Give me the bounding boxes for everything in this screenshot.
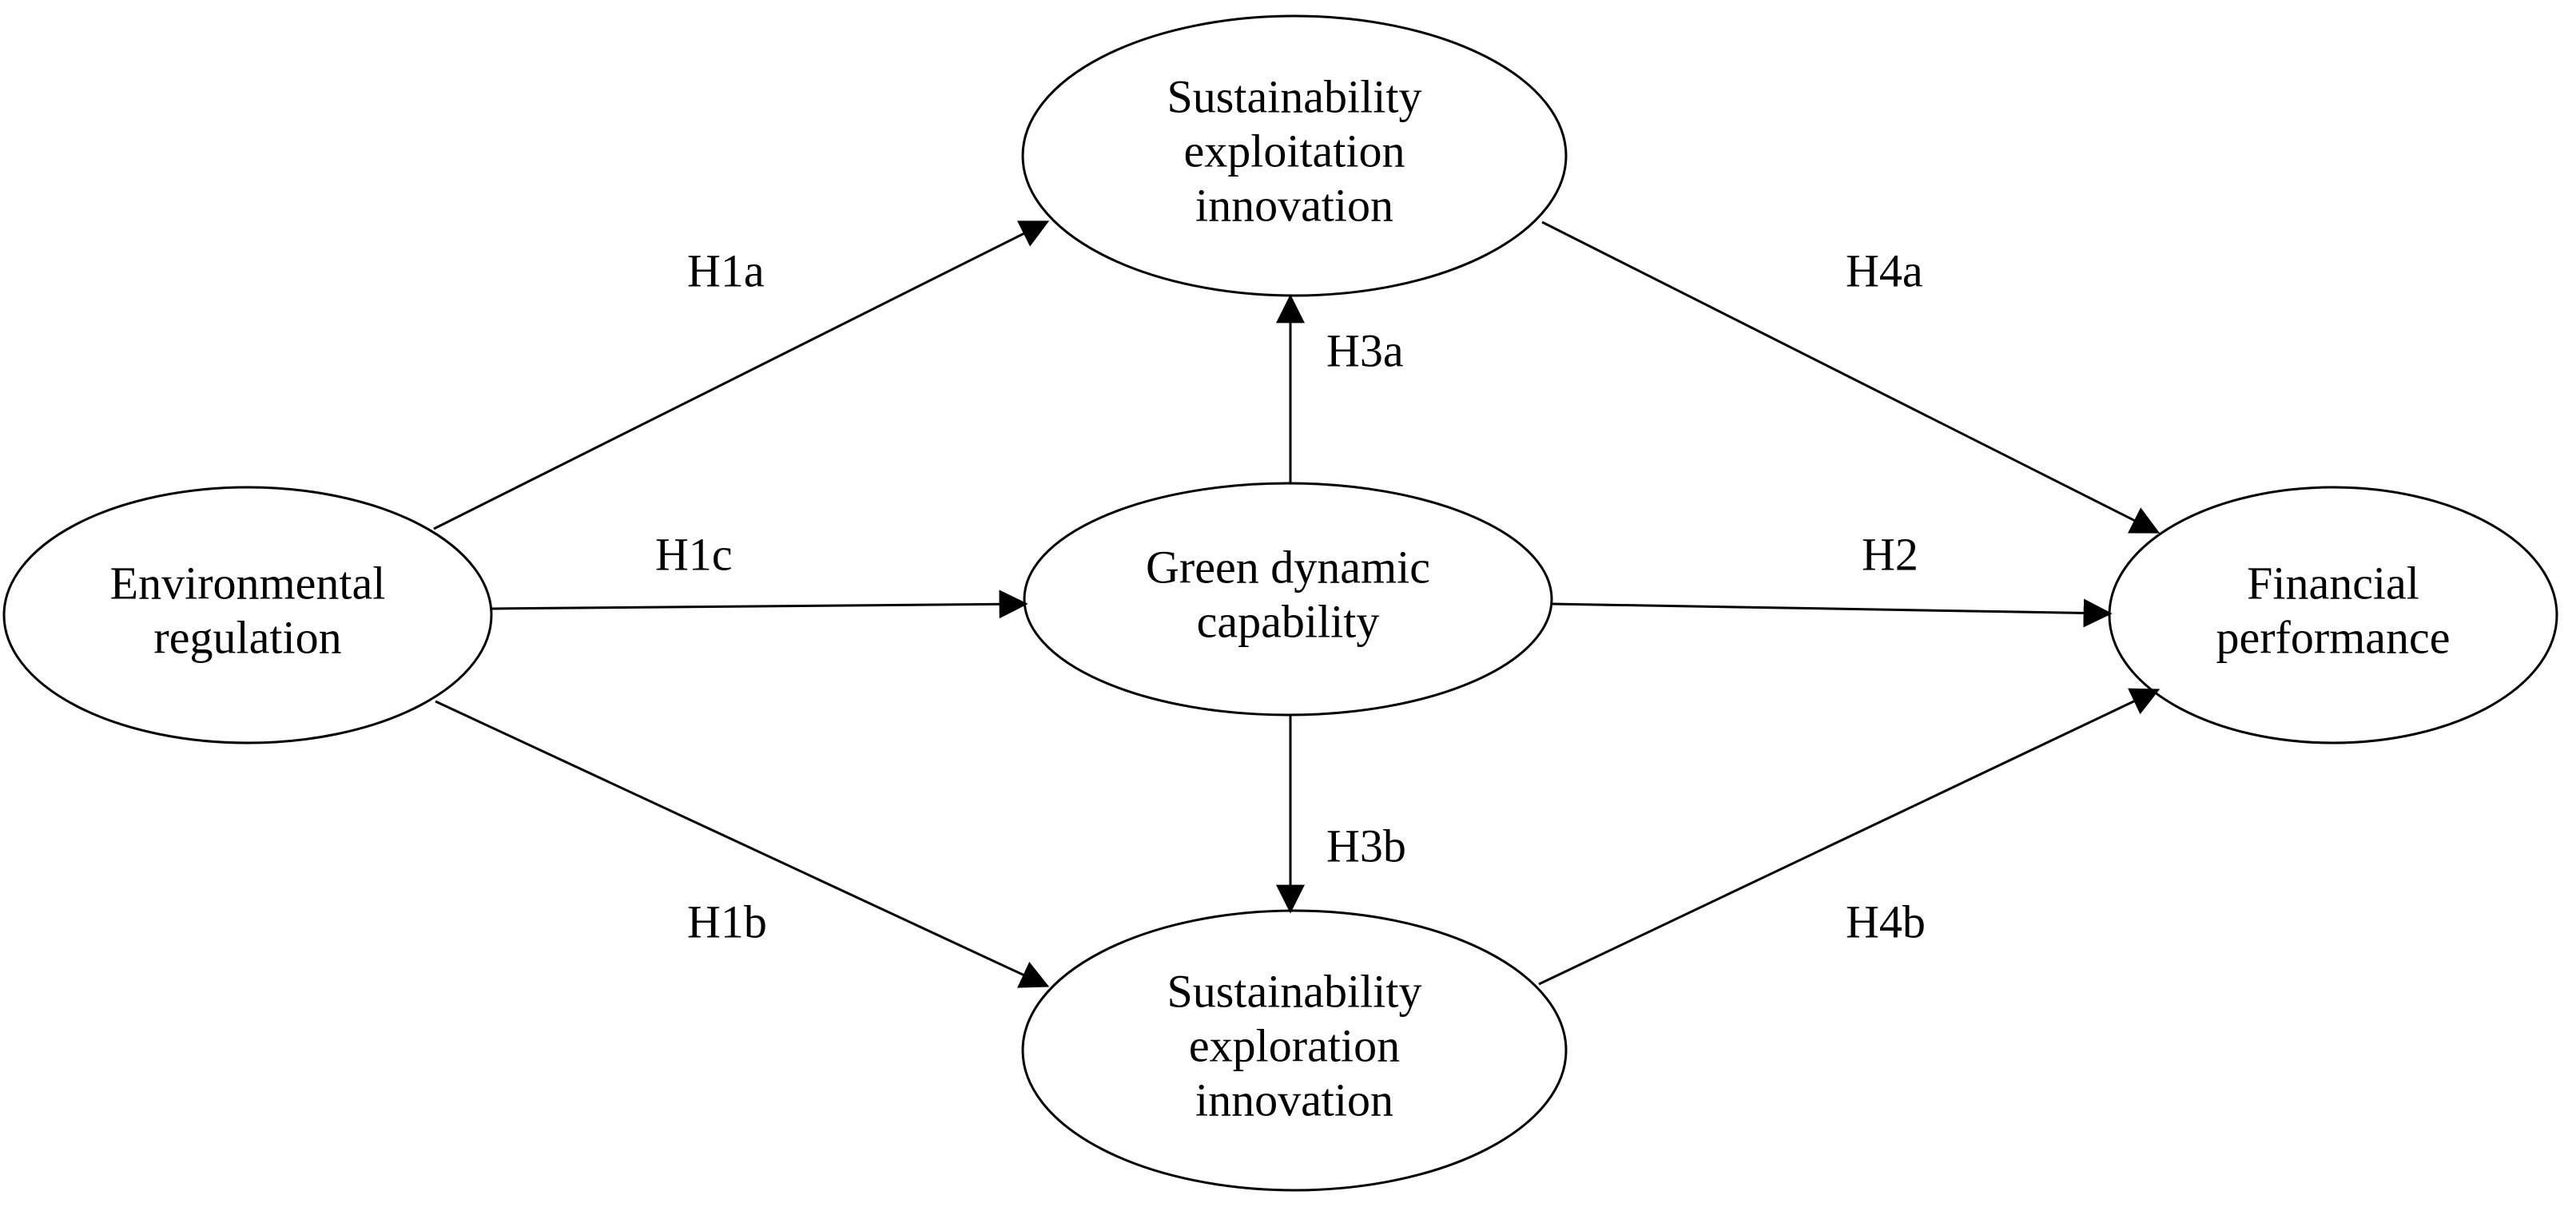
node-fin: Financialperformance — [2109, 487, 2557, 743]
node-label-fin-line0: Financial — [2247, 557, 2419, 609]
node-label-env-line1: regulation — [153, 611, 341, 663]
node-label-explore-line1: exploration — [1189, 1019, 1400, 1071]
node-label-explore-line2: innovation — [1195, 1074, 1393, 1126]
edge-label-h4a: H4a — [1846, 244, 1923, 296]
edge-label-h3a: H3a — [1326, 324, 1404, 376]
node-explore: Sustainabilityexplorationinnovation — [1023, 911, 1566, 1190]
edge-label-h1c: H1c — [655, 528, 733, 580]
node-label-exploit-line2: innovation — [1195, 179, 1393, 231]
node-label-fin-line1: performance — [2216, 611, 2450, 663]
node-label-explore-line0: Sustainability — [1167, 965, 1422, 1017]
node-label-env-line0: Environmental — [110, 557, 386, 609]
edge-label-h1b: H1b — [687, 895, 767, 947]
node-exploit: Sustainabilityexploitationinnovation — [1023, 16, 1566, 296]
node-label-exploit-line1: exploitation — [1183, 125, 1405, 177]
edge-label-h1a: H1a — [687, 244, 765, 296]
node-env: Environmentalregulation — [4, 487, 491, 743]
edge-label-h4b: H4b — [1846, 895, 1926, 947]
edge-h2 — [1552, 604, 2109, 613]
edge-label-h3b: H3b — [1326, 820, 1406, 872]
edge-h1c — [491, 604, 1025, 609]
node-gdc: Green dynamiccapability — [1024, 483, 1552, 715]
edge-label-h2: H2 — [1862, 528, 1918, 580]
node-label-gdc-line0: Green dynamic — [1146, 541, 1430, 593]
node-label-exploit-line0: Sustainability — [1167, 70, 1422, 122]
node-label-gdc-line1: capability — [1197, 595, 1380, 647]
hypothesis-diagram: H1a H1c H1b H3a H3b H2 H4a H4b Environmentalregu… — [0, 0, 2576, 1211]
